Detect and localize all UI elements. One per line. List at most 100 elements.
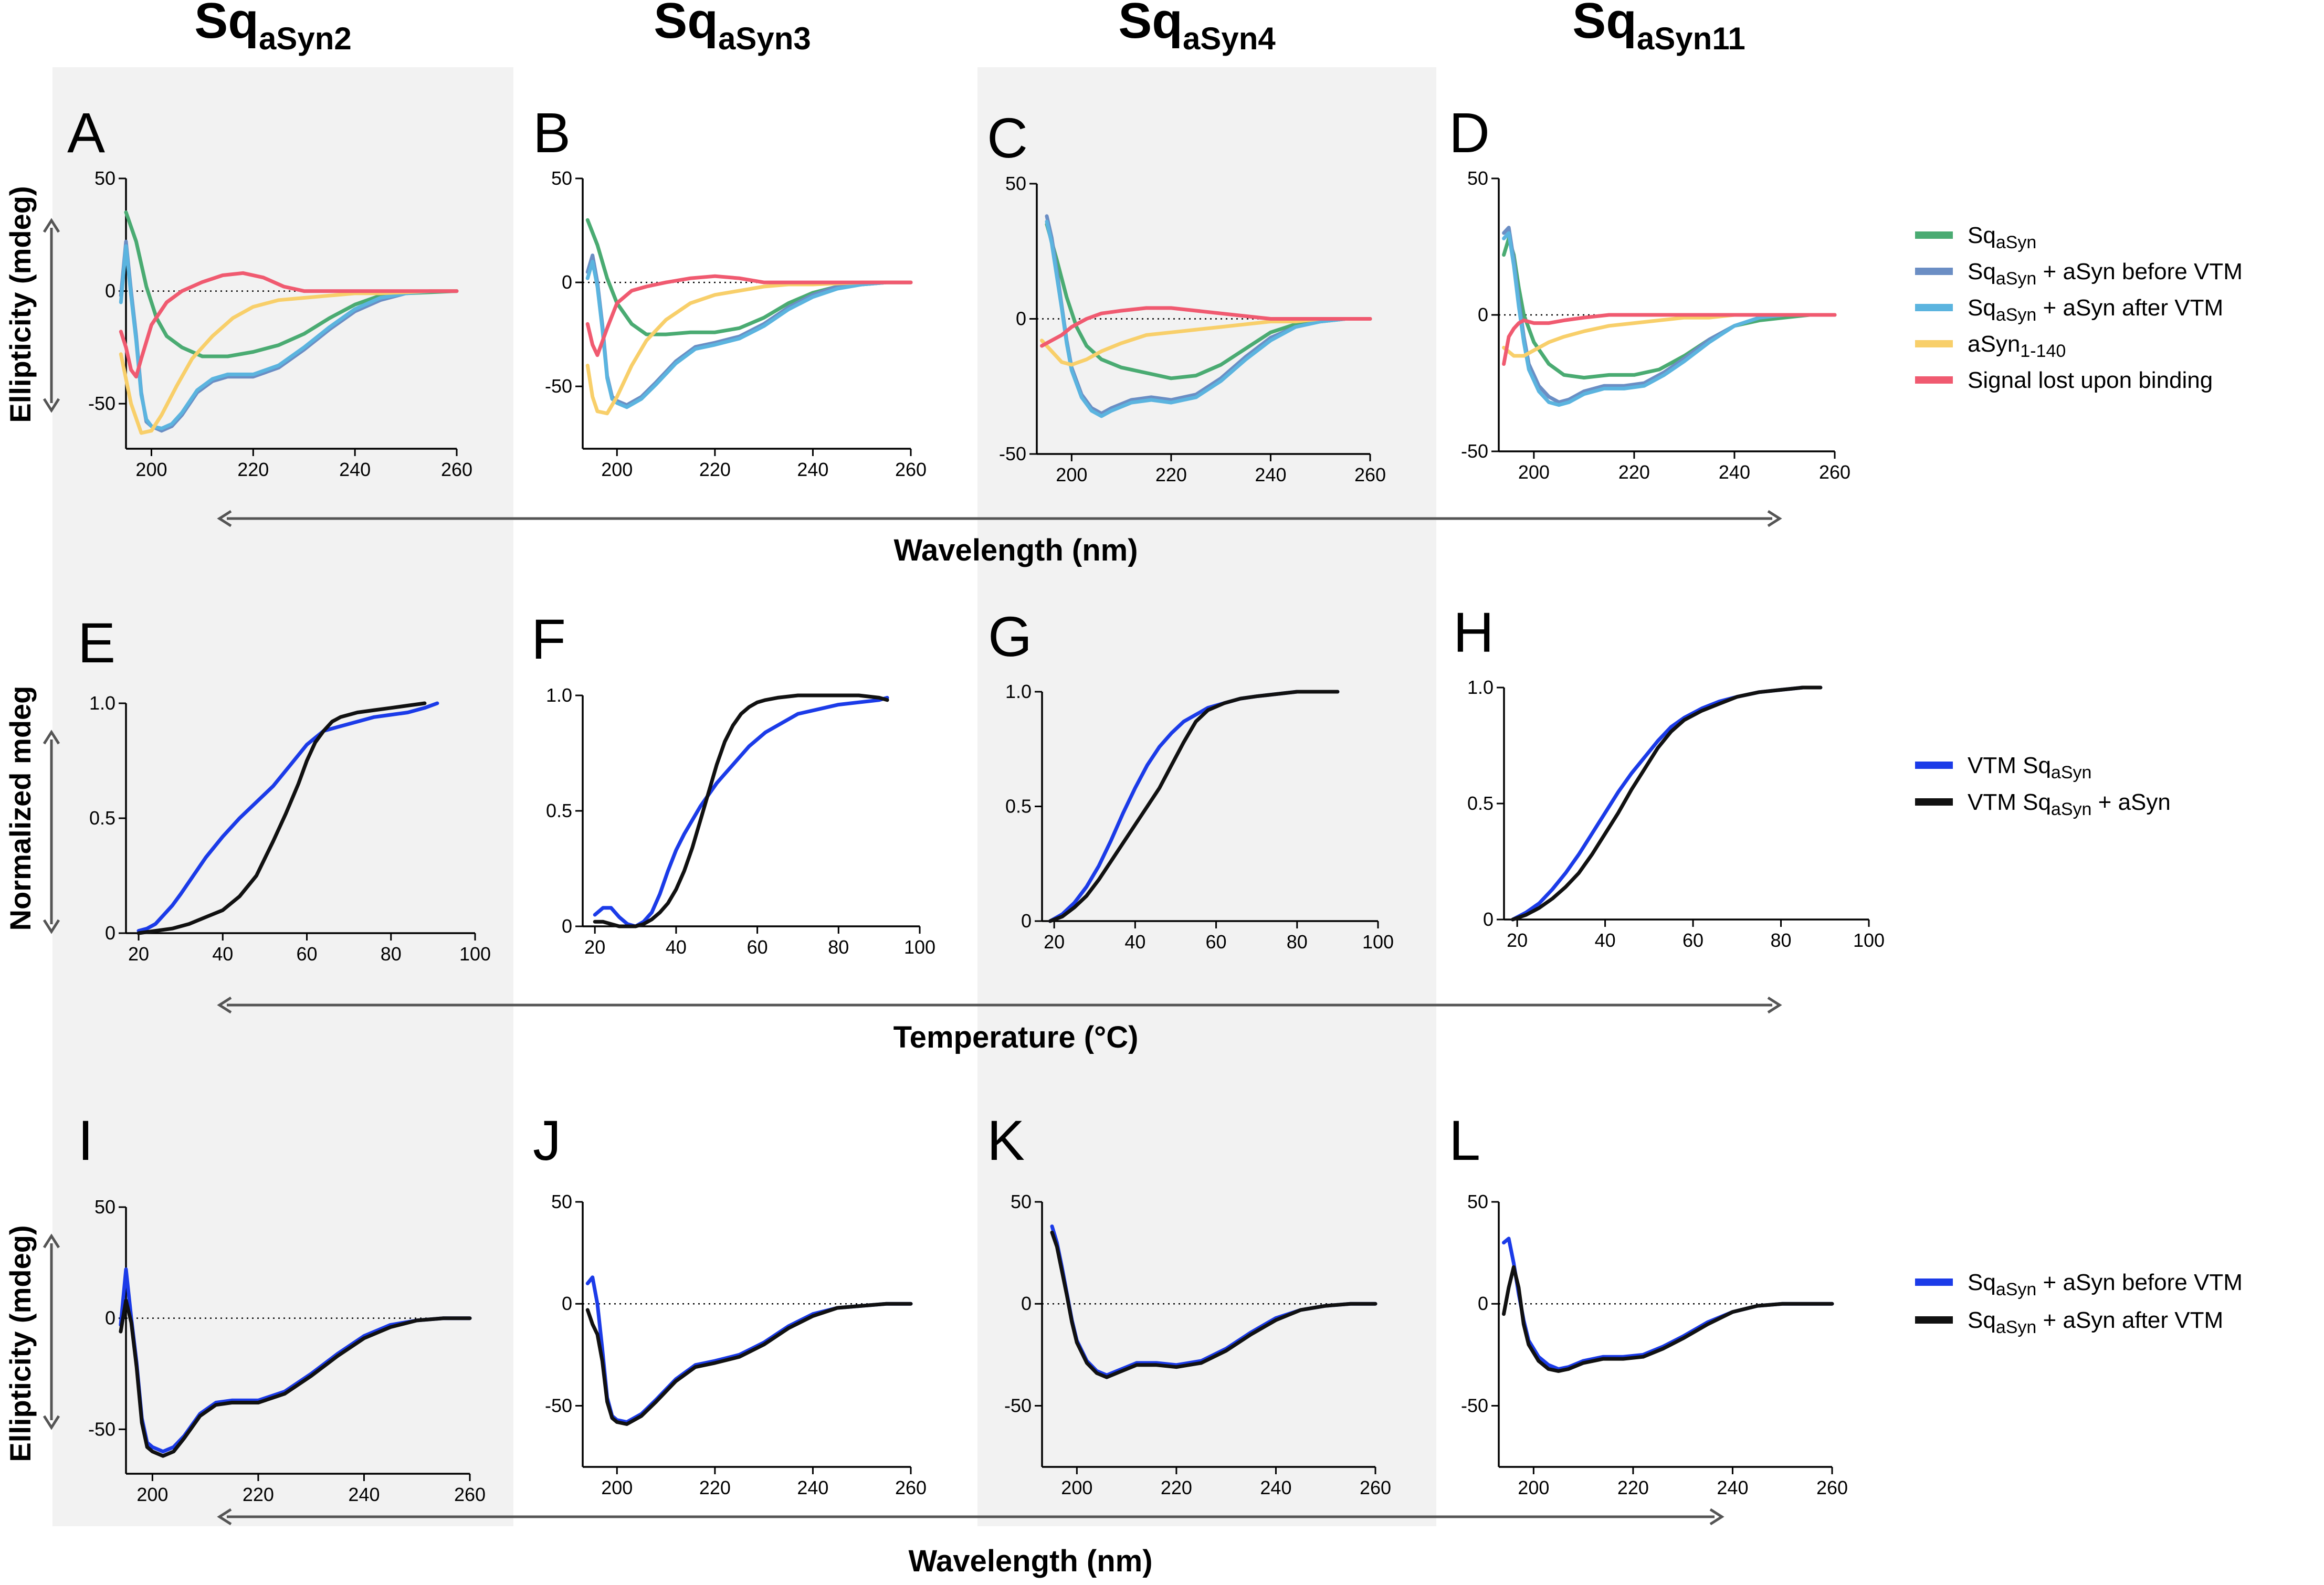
column-title-1: SqaSyn2: [194, 0, 351, 56]
x-tick-label: 20: [584, 936, 605, 958]
x-tick-label: 80: [381, 943, 402, 965]
y-tick-label: 0: [105, 922, 115, 944]
row3-x-arrow-head-left: [217, 1508, 232, 1526]
series-line-blue: [585, 1275, 913, 1424]
x-tick-label: 220: [237, 459, 269, 480]
row1-y-arrow-head-top: [43, 218, 60, 233]
x-tick-label: 80: [828, 936, 849, 958]
series-line-black: [119, 1298, 472, 1458]
row2-x-label: Temperature (°C): [893, 1020, 1139, 1054]
column-titles: SqaSyn2 SqaSyn3 SqaSyn4 SqaSyn11: [194, 0, 1745, 56]
x-tick-label: 200: [136, 1484, 168, 1505]
panel-label: G: [988, 605, 1032, 668]
column-title-4: SqaSyn11: [1572, 0, 1745, 56]
legend-entry-sub: aSyn: [1996, 1280, 2037, 1299]
y-tick-label: -50: [1004, 1394, 1032, 1416]
y-tick-label: -50: [999, 443, 1026, 464]
legend-entry: SqaSyn: [1968, 223, 2036, 252]
legend-entry-main: aSyn: [1968, 331, 2020, 357]
y-tick-label: 0.5: [89, 807, 115, 829]
x-tick-label: 40: [212, 943, 233, 965]
y-tick-label: 0: [1016, 308, 1026, 330]
series-line-yellow: [1040, 317, 1372, 367]
y-tick-label: 1.0: [546, 684, 572, 706]
x-tick-label: 220: [1617, 1477, 1649, 1498]
legend-entry-rest: + aSyn: [2091, 789, 2170, 815]
x-tick-label: 200: [135, 459, 167, 480]
series-line-black: [1511, 685, 1823, 922]
column-title-3: SqaSyn4: [1118, 0, 1276, 56]
series-line-black: [593, 693, 889, 928]
x-tick-label: 200: [601, 459, 633, 480]
y-tick-label: -50: [545, 375, 572, 397]
y-tick-label: 50: [1467, 1191, 1488, 1212]
y-tick-label: 0: [105, 1307, 115, 1329]
row1-x-arrow: [217, 510, 1782, 527]
series-line-green: [1502, 236, 1837, 380]
series-line-sky: [585, 260, 913, 409]
row1-x-arrow-head-left: [217, 510, 232, 527]
y-tick-label: 1.0: [89, 692, 115, 714]
panel-l: L -50 0 50 200 220 240 260: [1449, 1108, 1848, 1498]
y-tick-label: 50: [551, 167, 572, 189]
row1-y-label: Ellipticity (mdeg): [4, 186, 37, 422]
x-tick-label: 220: [243, 1484, 274, 1505]
row1-x-arrow-head-right: [1767, 510, 1782, 527]
x-tick-label: 220: [1161, 1477, 1192, 1498]
y-tick-label: 0.5: [546, 800, 572, 821]
y-tick-label: 50: [94, 1196, 115, 1218]
y-tick-label: 0: [562, 915, 572, 937]
x-tick-label: 100: [904, 936, 935, 958]
series-line-blue: [136, 701, 439, 933]
x-tick-label: 240: [1717, 1477, 1748, 1498]
series-line-sky: [1502, 231, 1837, 407]
x-tick-label: 80: [1287, 931, 1308, 953]
x-tick-label: 200: [1518, 461, 1550, 483]
x-tick-label: 20: [1507, 929, 1528, 951]
panel-label: A: [67, 101, 105, 164]
series-line-yellow: [585, 280, 913, 416]
series-line-red: [1040, 306, 1372, 348]
x-tick-label: 240: [1719, 461, 1750, 483]
legend-entry: VTM SqaSyn: [1968, 753, 2091, 783]
row2-y-arrow: [43, 730, 60, 934]
y-tick-label: -50: [88, 393, 115, 414]
x-tick-label: 260: [895, 1477, 927, 1498]
x-tick-label: 260: [895, 459, 927, 480]
row3-y-arrow: [43, 1233, 60, 1430]
panel-label: J: [533, 1108, 561, 1172]
legend-entry-main: VTM Sq: [1968, 753, 2051, 778]
row2-x-arrow: [217, 996, 1782, 1014]
legend-entry-rest: + aSyn after VTM: [2036, 1307, 2223, 1333]
x-tick-label: 240: [1255, 464, 1286, 485]
legend-entry: VTM SqaSyn + aSyn: [1968, 789, 2171, 819]
row1-y-arrow: [43, 218, 60, 413]
legend-row2: VTM SqaSyn VTM SqaSyn + aSyn: [1915, 753, 2171, 819]
x-tick-label: 260: [454, 1484, 486, 1505]
x-tick-label: 260: [1819, 461, 1850, 483]
legend-entry-main: Sq: [1968, 223, 1996, 248]
x-tick-label: 240: [797, 459, 828, 480]
legend-entry: SqaSyn + aSyn after VTM: [1968, 295, 2223, 325]
series-line-blue: [1511, 685, 1823, 922]
x-tick-label: 200: [1061, 1477, 1092, 1498]
x-tick-label: 220: [699, 459, 731, 480]
panel-b: B -50 0 50 200 220 240 260: [533, 101, 927, 480]
legend-entry-rest: + aSyn before VTM: [2036, 1270, 2243, 1295]
panel-label: D: [1449, 101, 1490, 164]
series-line-black: [1050, 1230, 1377, 1379]
legend-entry: SqaSyn + aSyn before VTM: [1968, 1270, 2243, 1299]
panel-c: C -50 0 50 200 220 240 260: [987, 106, 1386, 485]
x-tick-label: 260: [1816, 1477, 1848, 1498]
y-tick-label: -50: [545, 1394, 572, 1416]
y-tick-label: 1.0: [1005, 681, 1032, 702]
x-tick-label: 240: [797, 1477, 828, 1498]
legend-entry: aSyn1-140: [1968, 331, 2066, 361]
legend-entry-main: Sq: [1968, 1270, 1996, 1295]
series-line-red: [585, 274, 913, 357]
series-line-black: [1502, 1265, 1834, 1373]
